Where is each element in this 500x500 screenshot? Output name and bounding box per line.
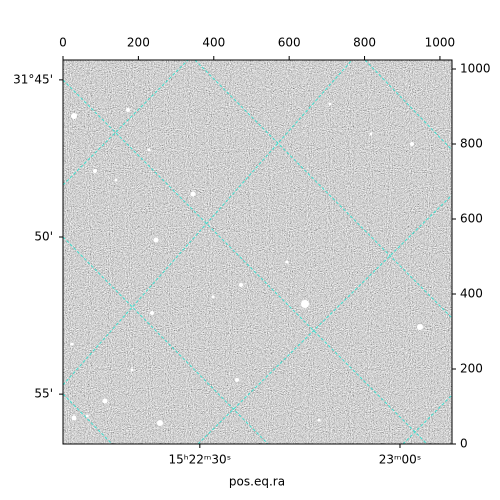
stars (70, 102, 423, 426)
y-tick-label: 1000 (460, 62, 491, 76)
ra-tick-label: 15ʰ22ᵐ30ˢ (169, 453, 232, 467)
dec-grid-line (63, 236, 269, 444)
y-tick-label: 200 (460, 362, 483, 376)
ra-grid-line (197, 194, 452, 444)
y-tick-label: 800 (460, 137, 483, 151)
dec-grid-line (63, 79, 428, 444)
dec-grid-line (63, 393, 113, 444)
ra-grid-line (402, 394, 452, 444)
axes-frame (62, 59, 453, 445)
y-tick-label: 400 (460, 287, 483, 301)
ra-grid-line (63, 60, 353, 386)
y-tick-label: 600 (460, 212, 483, 226)
x-axis-label: pos.eq.ra (229, 475, 285, 489)
x-tick-label: 800 (353, 36, 376, 50)
sky-image (63, 60, 452, 444)
x-tick-label: 0 (59, 36, 67, 50)
dec-tick-label: 31°45' (13, 72, 53, 86)
x-tick-label: 200 (127, 36, 150, 50)
ra-tick-label: 23ᵐ00ˢ (379, 453, 422, 467)
dec-tick-label: 55' (34, 387, 53, 401)
ra-grid-line (63, 60, 189, 186)
coordinate-grid (63, 60, 452, 444)
x-tick-label: 1000 (425, 36, 456, 50)
dec-grid-line (364, 60, 452, 151)
x-tick-label: 400 (202, 36, 225, 50)
dec-tick-label: 50' (34, 230, 53, 244)
dec-grid-line (194, 60, 452, 319)
x-tick-label: 600 (278, 36, 301, 50)
y-tick-label: 0 (460, 437, 468, 451)
